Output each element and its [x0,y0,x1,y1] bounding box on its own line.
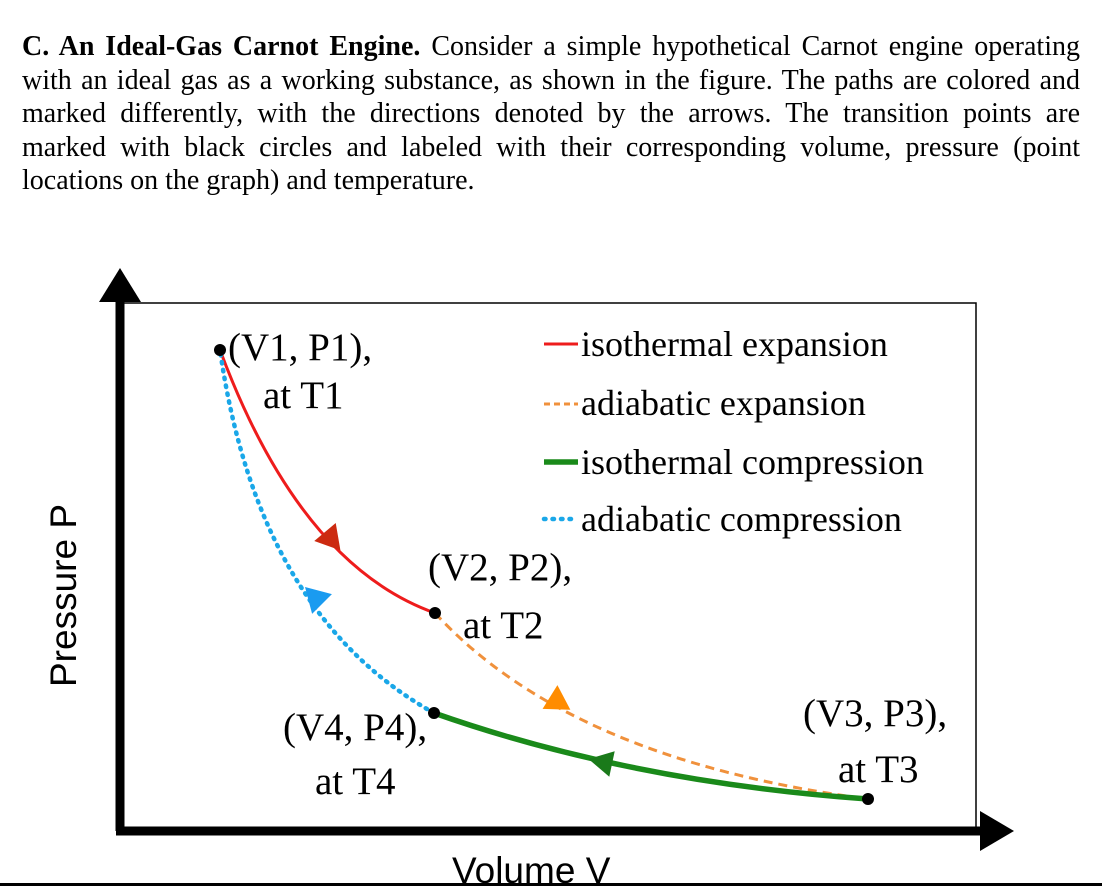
x-axis-arrowhead [980,811,1014,851]
point-2-marker [429,607,441,619]
adiabatic-expansion-arrow [542,685,571,710]
isothermal-expansion-arrow [314,523,341,551]
point-3-name: (V3, P3), [803,692,947,735]
point-2-temp-text: at T2 [463,604,544,647]
point-4-label: (V4, P4), [283,706,427,749]
point-1-marker [214,344,226,356]
legend-label-adiabatic-compression: adiabatic compression [581,499,902,539]
legend-label-isothermal-expansion: isothermal expansion [581,324,888,364]
point-4-marker [428,707,440,719]
y-axis-label: Pressure P [43,504,84,687]
adiabatic-compression-path [217,347,437,716]
point-1-temp: at T1 [263,374,344,417]
point-4-temp: at T4 [315,760,396,803]
problem-heading: C. An Ideal-Gas Carnot Engine. [22,31,421,62]
y-axis-arrowhead [99,268,141,302]
legend: isothermal expansion adiabatic expansion… [541,324,924,539]
point-4-temp-text: at T4 [315,760,396,803]
problem-body: Consider a simple hypothetical Carnot en… [22,31,1080,196]
problem-text: C. An Ideal-Gas Carnot Engine. Consider … [22,30,1080,198]
point-2-name: (V2, P2), [428,546,572,589]
point-1-temp-text: at T1 [263,374,344,417]
isothermal-compression-path [433,710,869,802]
point-3-temp-text: at T3 [838,748,919,791]
isothermal-expansion-path [218,349,436,615]
x-axis-label: Volume V [452,850,611,886]
x-axis-label-text: Volume V [452,850,611,886]
legend-label-adiabatic-expansion: adiabatic expansion [581,383,866,423]
point-2-temp: at T2 [463,604,544,647]
legend-label-isothermal-compression: isothermal compression [581,442,924,482]
point-3-marker [862,793,874,805]
adiabatic-compression-arrow [305,587,332,614]
bottom-rule [0,883,1102,886]
point-2-label: (V2, P2), [428,546,572,589]
point-4-name: (V4, P4), [283,706,427,749]
isothermal-compression-arrow [588,751,615,777]
adiabatic-expansion-path [433,611,869,801]
point-3-label: (V3, P3), [803,692,947,735]
point-1-name: (V1, P1), [228,326,372,369]
point-3-temp: at T3 [838,748,919,791]
point-1-label: (V1, P1), [228,326,372,369]
y-axis-label-text: Pressure P [43,504,84,687]
